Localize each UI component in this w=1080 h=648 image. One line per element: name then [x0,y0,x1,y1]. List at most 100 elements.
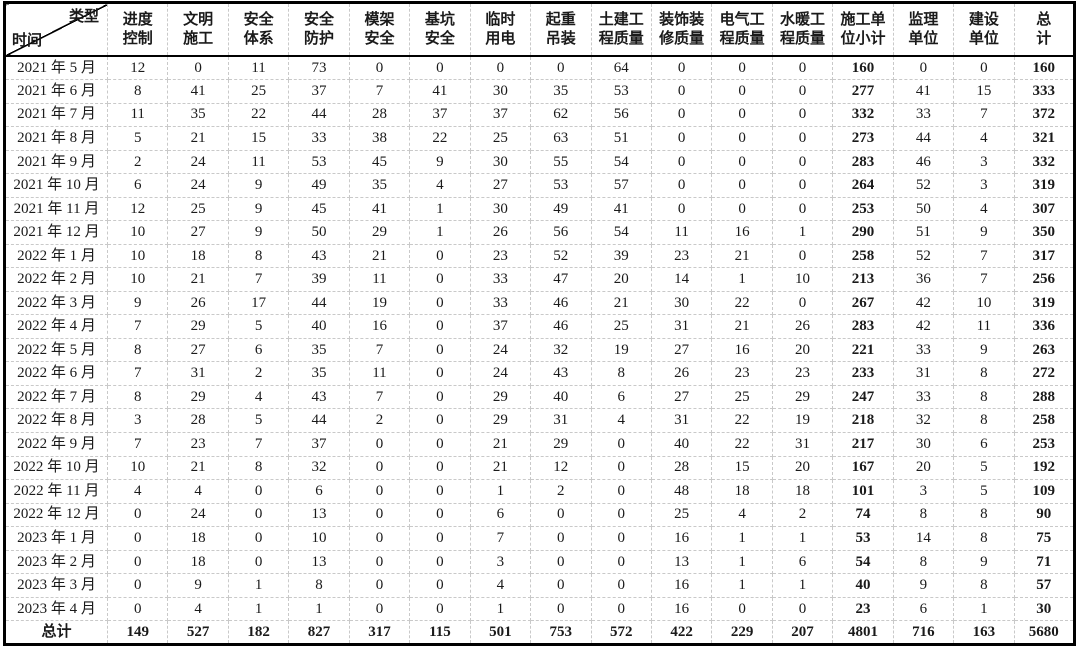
cell: 8 [953,361,1015,386]
cell: 0 [348,526,411,551]
cell: 13 [288,502,350,528]
cell: 9 [409,149,471,175]
cell: 20 [590,267,652,292]
cell: 3 [106,408,169,433]
cell: 21 [469,432,532,457]
table-row: 2021 年 5 月 12 0 11 73 0 0 0 0 64 0 0 0 160 0 0 160 [4,55,1076,81]
cell: 8 [227,455,290,481]
cell: 32 [892,408,955,433]
cell: 71 [1013,549,1076,575]
cell: 4 [167,596,229,622]
cell: 37 [469,314,532,339]
cell: 8 [106,337,169,363]
cell: 0 [590,596,652,622]
header-cell: 临时 用电 [469,2,531,57]
cell: 0 [530,573,592,598]
cell: 263 [1013,337,1076,363]
cell: 40 [832,573,894,598]
cell: 827 [288,620,350,645]
cell: 31 [892,361,955,386]
cell: 0 [771,243,834,269]
cell: 39 [288,267,350,292]
cell: 26 [167,290,229,316]
cell: 30 [650,290,713,316]
header-cell: 起重 吊装 [530,2,591,57]
cell: 213 [832,267,894,292]
cell: 23 [650,243,713,269]
table-row: 2023 年 1 月 0 18 0 10 0 0 7 0 0 16 1 1 53 14 8 75 [4,526,1076,551]
cell: 45 [348,149,411,175]
cell: 267 [832,290,894,316]
row-label: 2022 年 10 月 [4,455,108,481]
cell: 7 [227,267,290,292]
cell: 8 [892,549,955,575]
cell: 29 [771,384,834,410]
cell: 1 [771,573,834,598]
cell: 0 [409,408,471,433]
cell: 2 [348,408,411,433]
table-row: 2021 年 9 月 2 24 11 53 45 9 30 55 54 0 0 0 283 46 3 332 [4,149,1076,175]
cell: 42 [892,314,955,339]
cell: 27 [650,384,713,410]
cell: 56 [590,102,652,128]
cell: 44 [288,290,350,316]
diagonal-corner-cell: 类型 时间 [4,2,108,57]
cell: 21 [711,243,773,269]
cell: 273 [832,126,894,151]
table-row: 2022 年 9 月 7 23 7 37 0 0 21 29 0 40 22 31 217 30 6 253 [4,432,1076,457]
cell: 52 [892,243,955,269]
cell: 8 [953,573,1015,598]
cell: 0 [409,526,471,551]
cell: 0 [711,173,773,198]
cell: 27 [167,337,229,363]
cell: 30 [469,196,532,222]
cell: 0 [348,55,411,81]
cell: 1 [771,526,834,551]
row-label: 2021 年 10 月 [4,173,108,198]
cell: 22 [711,432,773,457]
cell: 0 [348,432,411,457]
cell: 6 [771,549,834,575]
cell: 0 [167,55,229,81]
row-label: 2021 年 8 月 [4,126,108,151]
cell: 18 [711,479,773,504]
cell: 8 [288,573,350,598]
cell: 0 [590,549,652,575]
cell: 8 [892,502,955,528]
cell: 14 [650,267,713,292]
cell: 39 [590,243,652,269]
cell: 51 [590,126,652,151]
row-label: 2022 年 6 月 [4,361,108,386]
cell: 5 [227,314,290,339]
cell: 0 [530,596,592,622]
row-label: 2021 年 12 月 [4,220,108,245]
cell: 0 [771,55,834,81]
cell: 10 [106,267,169,292]
cell: 218 [832,408,894,433]
table-row: 2021 年 8 月 5 21 15 33 38 22 25 63 51 0 0 0 273 44 4 321 [4,126,1076,151]
cell: 21 [348,243,411,269]
cell: 0 [771,149,834,175]
cell: 0 [590,502,652,528]
cell: 33 [469,267,532,292]
cell: 28 [167,408,229,433]
cell: 35 [530,79,592,104]
cell: 20 [771,337,834,363]
header-cell: 安全 体系 [227,2,289,57]
cell: 372 [1013,102,1076,128]
header-cell: 建设 单位 [953,2,1015,57]
cell: 0 [650,149,713,175]
cell: 12 [530,455,592,481]
cell: 35 [167,102,229,128]
cell: 716 [892,620,955,645]
cell: 0 [590,479,652,504]
cell: 0 [771,102,834,128]
cell: 160 [1013,55,1076,81]
cell: 25 [469,126,532,151]
corner-label-type: 类型 [68,9,99,25]
cell: 6 [106,173,169,198]
cell: 8 [106,79,169,104]
cell: 160 [832,55,894,81]
cell: 9 [953,337,1015,363]
header-cell: 监理 单位 [892,2,954,57]
